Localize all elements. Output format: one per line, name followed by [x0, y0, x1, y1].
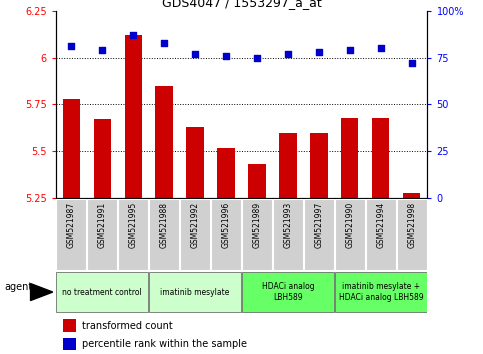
Text: GSM521995: GSM521995: [128, 202, 138, 248]
Bar: [372, 118, 389, 198]
FancyBboxPatch shape: [397, 199, 427, 270]
FancyBboxPatch shape: [273, 199, 303, 270]
Bar: [63, 338, 76, 350]
Bar: [156, 86, 172, 198]
FancyBboxPatch shape: [87, 199, 117, 270]
Point: [315, 49, 323, 55]
FancyBboxPatch shape: [56, 272, 148, 312]
Title: GDS4047 / 1553297_a_at: GDS4047 / 1553297_a_at: [162, 0, 321, 10]
FancyBboxPatch shape: [366, 199, 396, 270]
FancyBboxPatch shape: [242, 272, 334, 312]
Polygon shape: [30, 284, 53, 301]
FancyBboxPatch shape: [56, 199, 86, 270]
Bar: [125, 35, 142, 198]
Bar: [62, 99, 80, 198]
Text: GSM521992: GSM521992: [190, 202, 199, 248]
Bar: [217, 148, 235, 198]
Text: GSM521987: GSM521987: [67, 202, 75, 248]
FancyBboxPatch shape: [180, 199, 210, 270]
FancyBboxPatch shape: [335, 199, 365, 270]
Text: GSM521988: GSM521988: [159, 202, 169, 248]
FancyBboxPatch shape: [304, 199, 334, 270]
Text: imatinib mesylate: imatinib mesylate: [160, 287, 230, 297]
Point: [160, 40, 168, 45]
Text: GSM521993: GSM521993: [284, 202, 293, 248]
Bar: [280, 133, 297, 198]
FancyBboxPatch shape: [118, 199, 148, 270]
FancyBboxPatch shape: [335, 272, 427, 312]
Text: GSM521996: GSM521996: [222, 202, 230, 248]
Point: [377, 45, 385, 51]
Bar: [341, 118, 358, 198]
Text: GSM521994: GSM521994: [376, 202, 385, 248]
Text: percentile rank within the sample: percentile rank within the sample: [82, 339, 247, 349]
Point: [67, 44, 75, 49]
FancyBboxPatch shape: [149, 272, 241, 312]
Bar: [248, 165, 266, 198]
Point: [98, 47, 106, 53]
Point: [222, 53, 230, 58]
Text: transformed count: transformed count: [82, 320, 173, 331]
Bar: [94, 119, 111, 198]
Text: GSM521991: GSM521991: [98, 202, 107, 248]
Point: [129, 32, 137, 38]
Bar: [311, 133, 327, 198]
Bar: [63, 319, 76, 332]
Point: [346, 47, 354, 53]
FancyBboxPatch shape: [242, 199, 272, 270]
Point: [284, 51, 292, 57]
Point: [191, 51, 199, 57]
Bar: [186, 127, 203, 198]
Text: GSM521990: GSM521990: [345, 202, 355, 248]
Text: GSM521998: GSM521998: [408, 202, 416, 248]
FancyBboxPatch shape: [149, 199, 179, 270]
Text: HDACi analog
LBH589: HDACi analog LBH589: [262, 282, 314, 302]
FancyBboxPatch shape: [211, 199, 241, 270]
Text: agent: agent: [4, 282, 33, 292]
Bar: [403, 193, 421, 198]
Text: GSM521997: GSM521997: [314, 202, 324, 248]
Text: GSM521989: GSM521989: [253, 202, 261, 248]
Point: [408, 60, 416, 66]
Point: [253, 55, 261, 60]
Text: imatinib mesylate +
HDACi analog LBH589: imatinib mesylate + HDACi analog LBH589: [339, 282, 423, 302]
Text: no treatment control: no treatment control: [62, 287, 142, 297]
